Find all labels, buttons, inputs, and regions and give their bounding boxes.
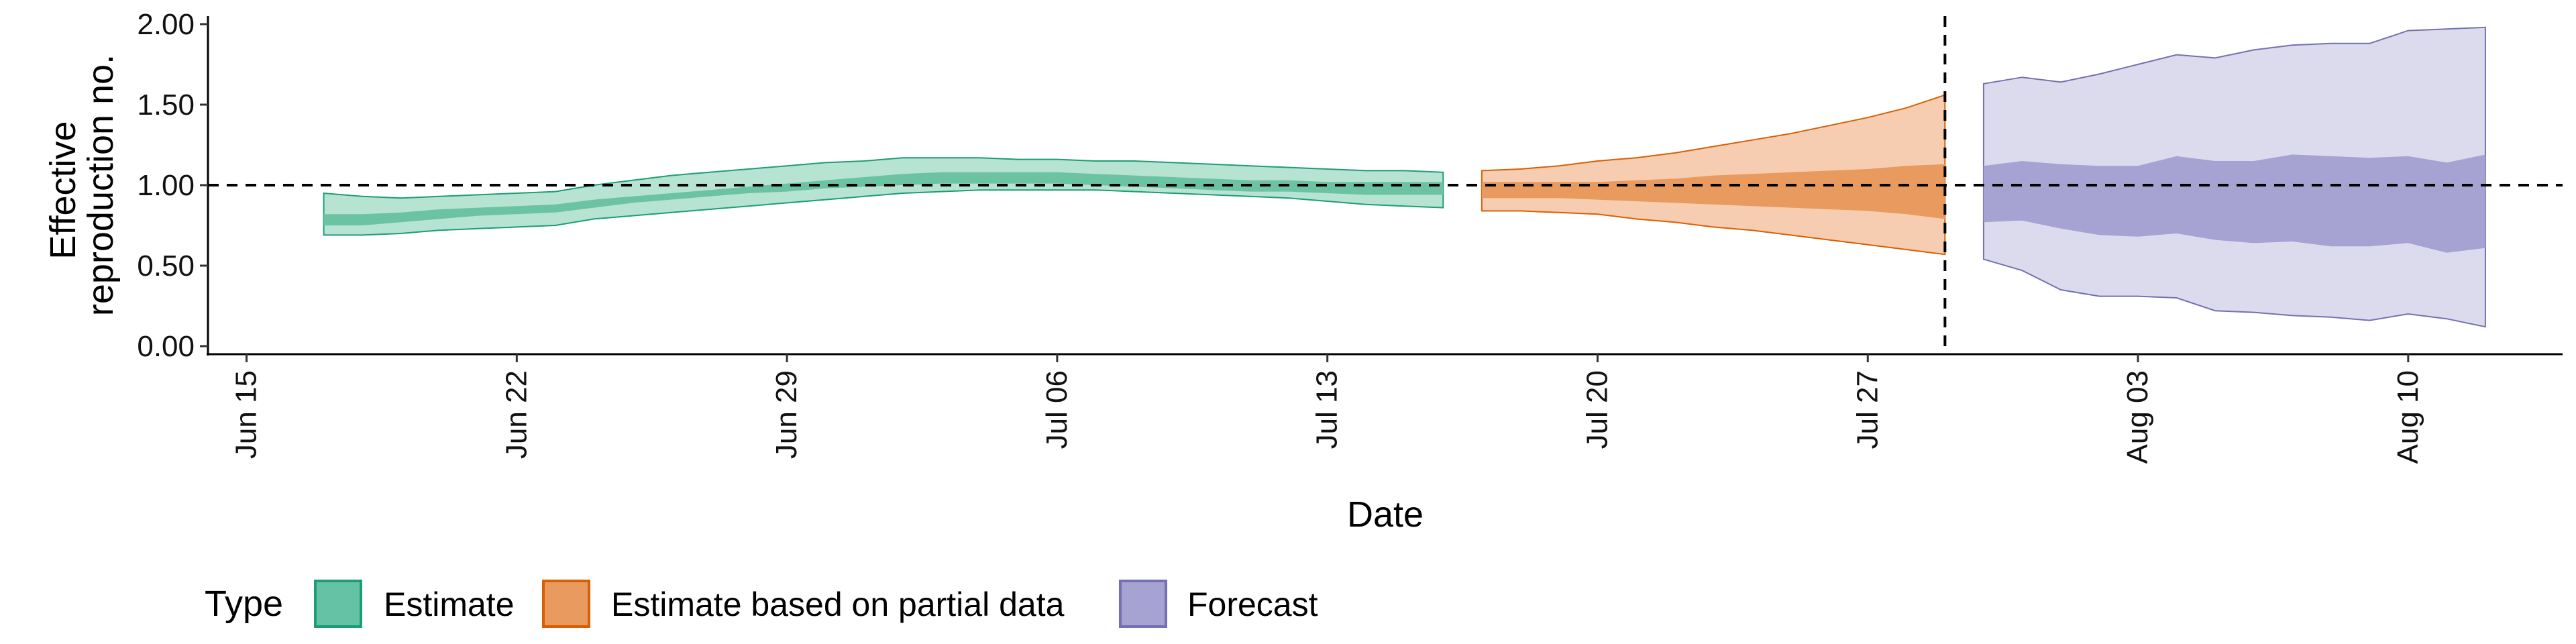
series-1-inner-band: [1481, 164, 1945, 219]
series-0-inner-band: [323, 172, 1444, 225]
legend-swatch-1: [542, 580, 590, 628]
x-tick-label: Aug 10: [2392, 370, 2424, 464]
x-tick-label: Aug 03: [2121, 370, 2154, 464]
series-2-inner-band: [1983, 154, 2485, 253]
y-tick-label: 0.50: [137, 250, 195, 282]
y-axis-title: Effective reproduction no.: [43, 54, 121, 316]
x-tick-label: Jul 27: [1851, 370, 1884, 449]
ribbon-layer: [323, 26, 2486, 328]
y-tick-label: 1.00: [137, 169, 195, 202]
y-axis-title-line-1: Effective: [43, 121, 83, 259]
x-tick-label: Jul 20: [1580, 370, 1613, 449]
legend-swatch-0: [314, 580, 362, 628]
y-tick-label: 1.50: [137, 89, 195, 121]
series-1-outer-band: [1481, 94, 1946, 256]
x-tick-label: Jul 06: [1040, 370, 1073, 449]
legend-label-1: Estimate based on partial data: [611, 586, 1065, 623]
axes: 0.00 0.50 1.00 1.50 2.00 Jun 15 Jun 22 Jun 29 Ju…: [137, 8, 2563, 464]
legend-label-0: Estimate: [384, 586, 515, 623]
x-tick-label: Jul 13: [1311, 370, 1344, 449]
x-tick-label: Jun 15: [230, 370, 263, 459]
series-0-outer-band: [323, 157, 1444, 236]
reference-lines: [208, 16, 2563, 354]
y-tick-label: 2.00: [137, 8, 195, 41]
x-axis-title: Date: [1347, 494, 1424, 535]
x-tick-label: Jun 22: [500, 370, 533, 459]
y-axis-title-line-2: reproduction no.: [80, 54, 121, 316]
legend: Type Estimate Estimate based on partial d…: [205, 580, 1318, 628]
legend-label-2: Forecast: [1187, 586, 1318, 623]
legend-swatch-2: [1119, 580, 1167, 628]
x-tick-label: Jun 29: [770, 370, 803, 459]
legend-title: Type: [205, 584, 283, 624]
y-tick-label: 0.00: [137, 330, 195, 363]
